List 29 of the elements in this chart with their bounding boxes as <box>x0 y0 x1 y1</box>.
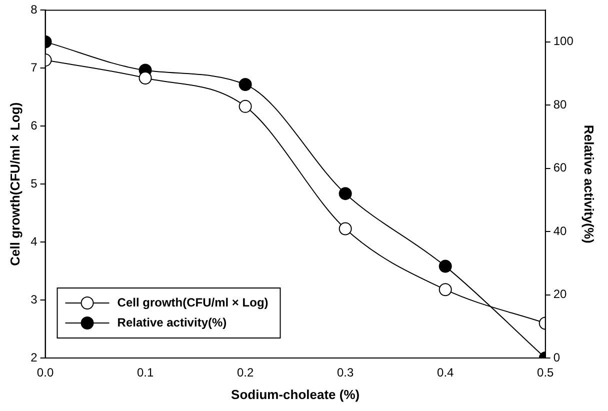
x-tick-label: 0.3 <box>336 366 354 380</box>
y2-tick-label: 40 <box>553 224 568 238</box>
legend-label: Cell growth(CFU/ml × Log) <box>117 295 268 310</box>
point <box>338 222 352 236</box>
y2-tick-label: 100 <box>553 34 574 48</box>
x-tick-label: 0.2 <box>236 366 254 380</box>
point <box>438 260 452 273</box>
x-tick-label: 0.4 <box>437 366 454 380</box>
point <box>238 100 252 113</box>
point <box>338 187 352 200</box>
y2-tick-label: 80 <box>553 97 568 112</box>
x-axis-title: Sodium-choleate (%) <box>231 386 360 402</box>
x-tick-label: 0.5 <box>537 366 554 380</box>
x-tick-label: 0.0 <box>36 366 54 380</box>
y2-tick-label: 0 <box>553 350 560 364</box>
y2-tick-label: 60 <box>553 160 568 175</box>
point <box>238 78 252 92</box>
y-tick-label: 6 <box>30 118 38 132</box>
legend-label: Relative activity(%) <box>117 315 227 330</box>
y-tick-label: 5 <box>30 176 38 190</box>
y-tick-label: 2 <box>30 350 38 364</box>
x-tick-label: 0.1 <box>136 366 154 380</box>
y-tick-label: 8 <box>30 2 38 17</box>
y2-tick-label: 20 <box>553 287 568 302</box>
y-axis-title: Cell growth(CFU/ml × Log) <box>7 102 22 266</box>
y-tick-label: 7 <box>30 60 38 74</box>
y-tick-label: 3 <box>30 292 38 306</box>
y2-axis-title: Relative activity(%) <box>582 124 597 244</box>
y-tick-label: 4 <box>30 234 38 248</box>
